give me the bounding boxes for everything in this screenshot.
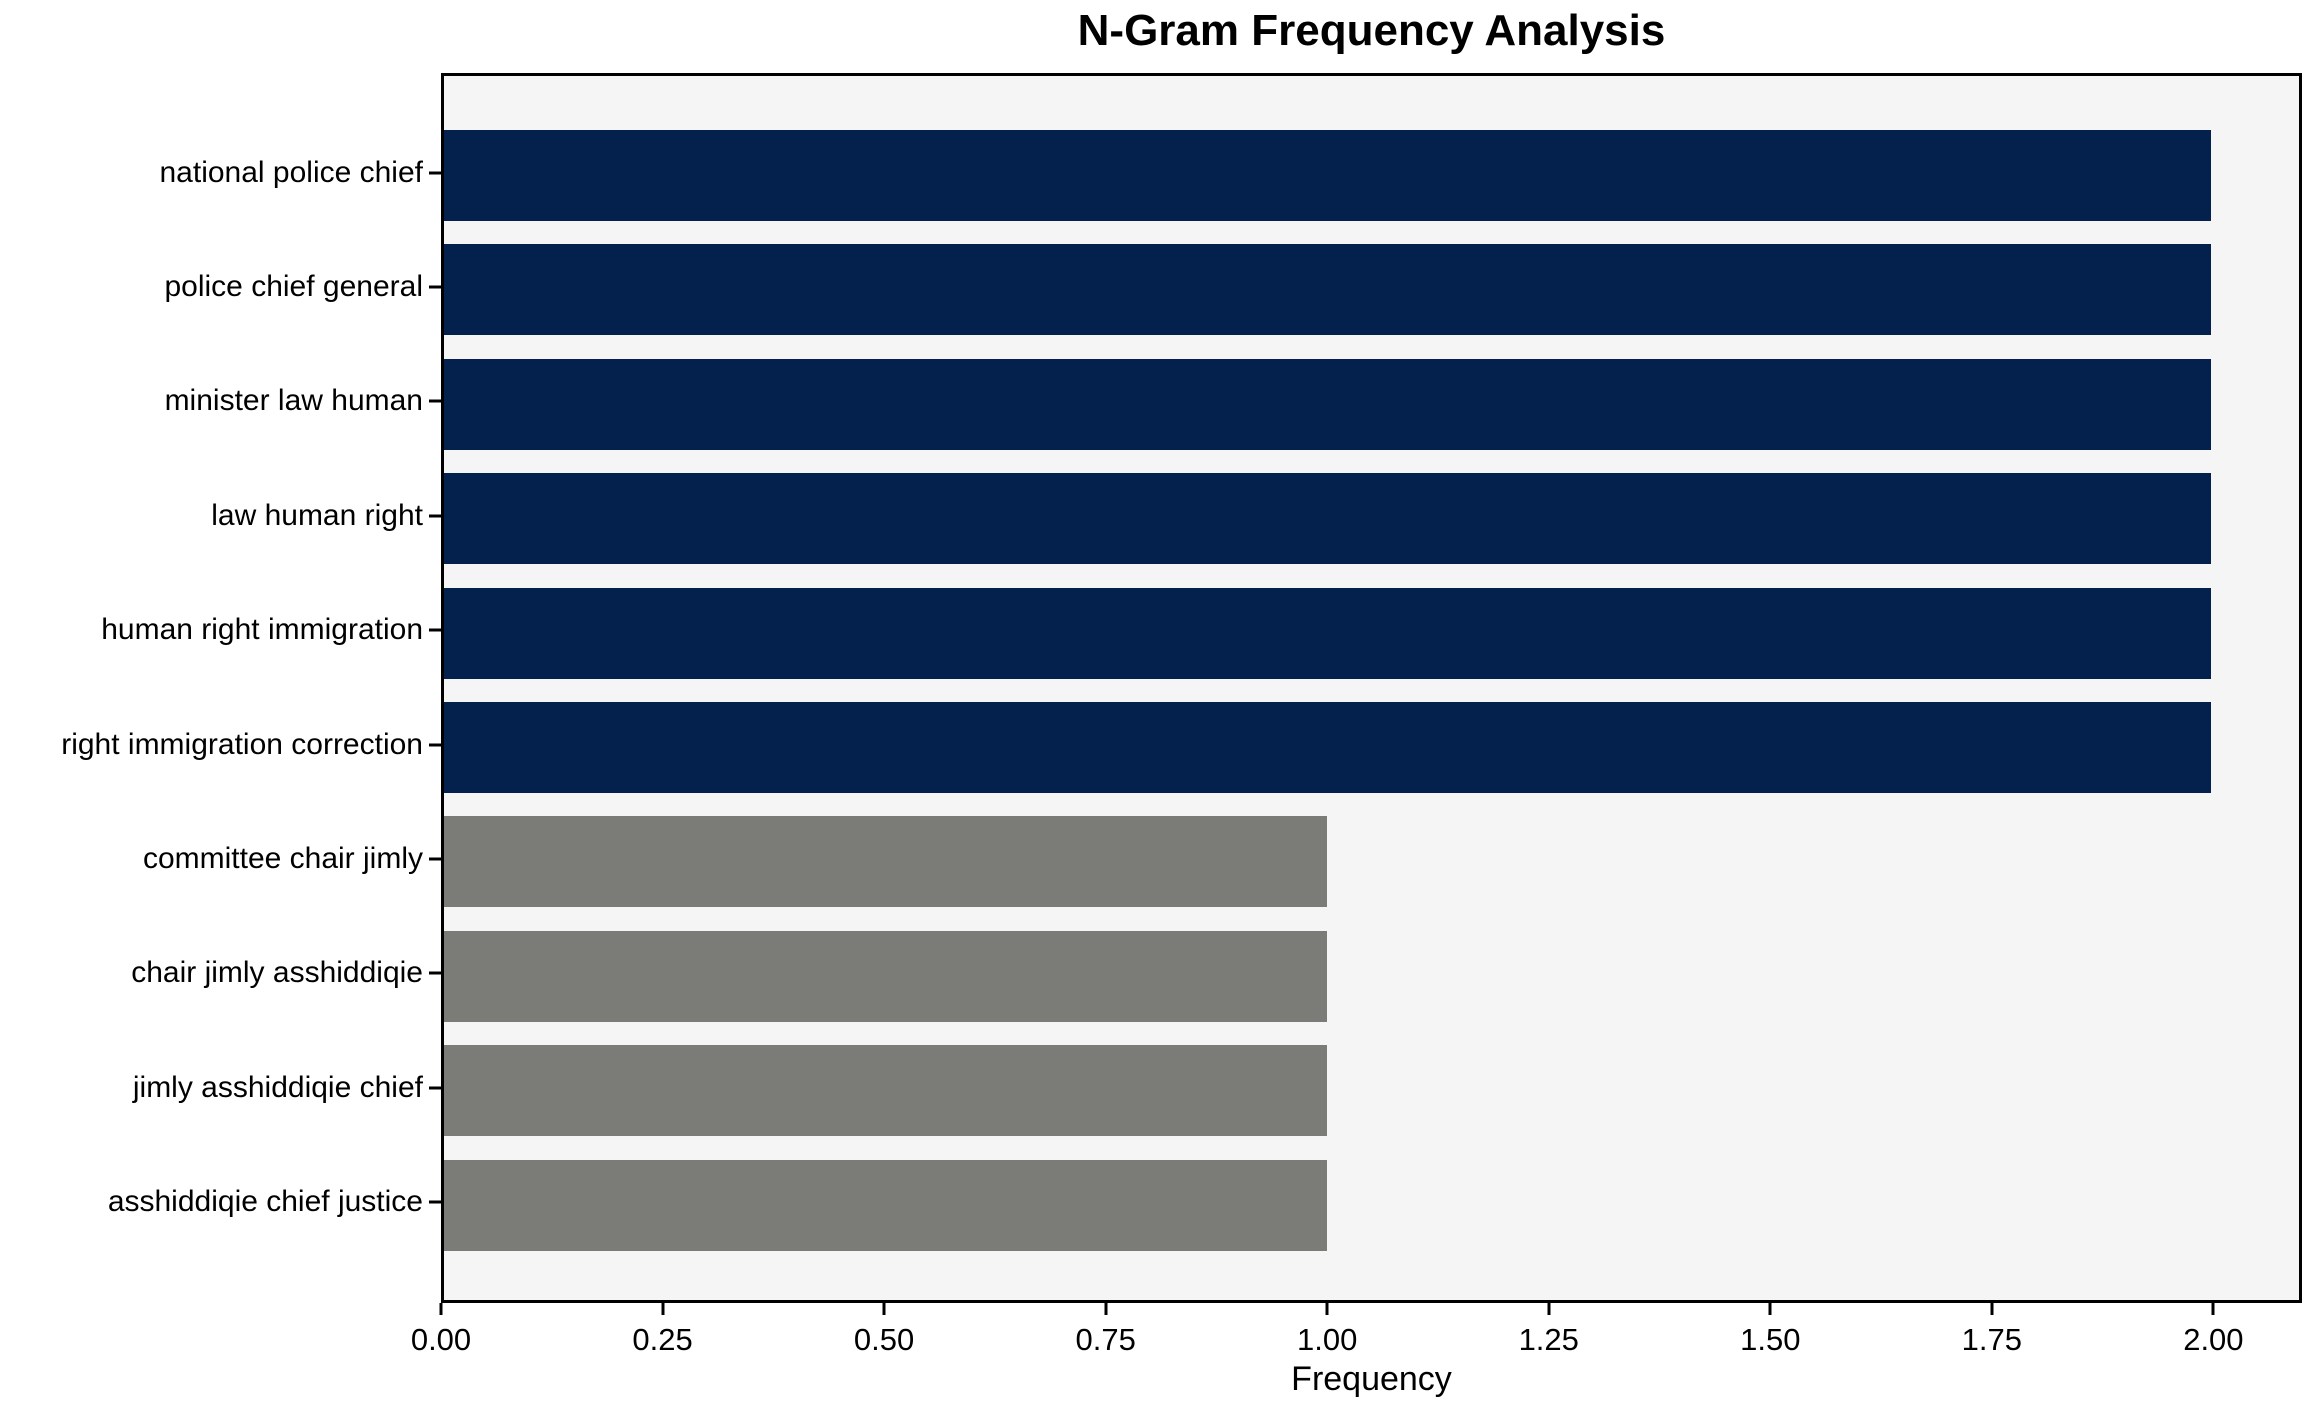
y-tick-label-5: right immigration correction (61, 727, 423, 761)
x-tick-label-8: 2.00 (2183, 1322, 2244, 1357)
bar-3 (444, 473, 2211, 565)
y-tick-label-7: chair jimly asshiddiqie (131, 956, 423, 990)
x-axis-label: Frequency (1291, 1360, 1452, 1398)
x-tick-mark-1 (661, 1303, 665, 1315)
y-tick-mark-1 (429, 285, 441, 289)
y-tick-label-0: national police chief (159, 155, 423, 189)
bar-1 (444, 244, 2211, 336)
y-tick-label-3: law human right (211, 498, 423, 532)
bar-8 (444, 1045, 1328, 1137)
bar-6 (444, 816, 1328, 908)
y-tick-mark-7 (429, 971, 441, 975)
x-tick-mark-5 (1547, 1303, 1551, 1315)
x-tick-mark-8 (2211, 1303, 2215, 1315)
x-tick-label-4: 1.00 (1297, 1322, 1358, 1357)
y-tick-mark-6 (429, 857, 441, 861)
x-tick-mark-2 (882, 1303, 886, 1315)
bar-0 (444, 130, 2211, 221)
plot-area (441, 73, 2302, 1303)
x-tick-label-5: 1.25 (1518, 1322, 1579, 1357)
y-tick-mark-0 (429, 171, 441, 174)
x-tick-label-3: 0.75 (1075, 1322, 1136, 1357)
y-tick-label-6: committee chair jimly (142, 841, 423, 875)
y-tick-label-4: human right immigration (101, 613, 423, 647)
y-tick-mark-4 (429, 628, 441, 632)
bar-5 (444, 702, 2211, 793)
x-tick-label-6: 1.50 (1740, 1322, 1801, 1357)
y-tick-mark-3 (429, 514, 441, 518)
bar-7 (444, 930, 1328, 1022)
x-tick-label-2: 0.50 (853, 1322, 915, 1357)
y-tick-mark-9 (429, 1200, 441, 1204)
y-tick-label-2: minister law human (164, 384, 423, 418)
x-tick-label-1: 0.25 (632, 1322, 693, 1357)
y-tick-label-1: police chief general (164, 269, 423, 303)
bar-9 (444, 1159, 1328, 1251)
y-tick-mark-5 (429, 743, 441, 746)
x-tick-mark-0 (439, 1303, 443, 1315)
x-tick-mark-6 (1768, 1303, 1772, 1315)
y-tick-mark-2 (429, 399, 441, 403)
chart-title: N-Gram Frequency Analysis (1077, 6, 1666, 55)
y-tick-label-8: jimly asshiddiqie chief (132, 1070, 423, 1104)
y-tick-label-9: asshiddiqie chief justice (107, 1185, 423, 1219)
x-tick-label-0: 0.00 (410, 1322, 472, 1357)
bar-4 (444, 587, 2211, 679)
bar-2 (444, 358, 2211, 450)
y-tick-mark-8 (429, 1086, 441, 1090)
x-tick-mark-4 (1325, 1303, 1329, 1315)
x-tick-mark-3 (1104, 1303, 1108, 1315)
x-tick-label-7: 1.75 (1961, 1322, 2022, 1357)
x-tick-mark-7 (1990, 1303, 1994, 1315)
